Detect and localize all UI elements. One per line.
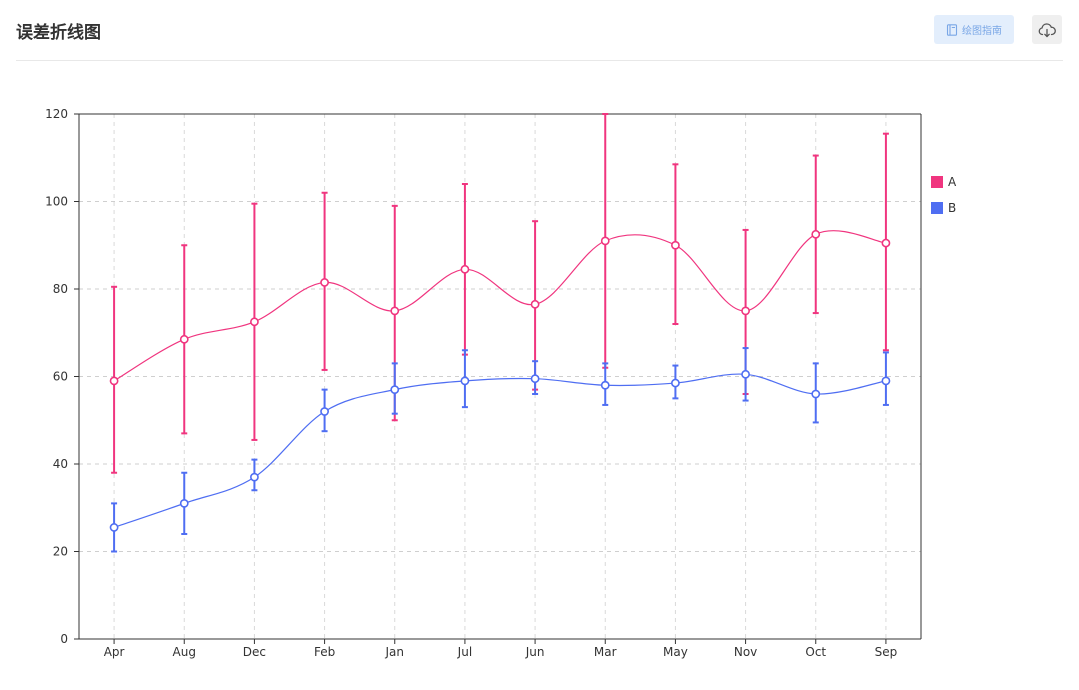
book-icon [946, 23, 958, 36]
x-tick-label: Feb [314, 645, 335, 659]
series-b-point [671, 378, 680, 388]
series-b-point [320, 407, 329, 416]
series-a-line [113, 230, 887, 382]
x-tick-label: Sep [875, 645, 898, 659]
legend-swatch-a [931, 176, 943, 188]
x-tick-label: Aug [173, 645, 196, 659]
series-b-point [460, 376, 470, 386]
series-a-point [811, 229, 821, 239]
series-a-point [741, 306, 750, 316]
series-a-point [460, 264, 470, 274]
header: 误差折线图 绘图指南 [16, 0, 1063, 61]
series-b-point [390, 385, 400, 395]
y-tick-label: 20 [53, 545, 68, 559]
series-b-point [881, 376, 891, 386]
page-title: 误差折线图 [16, 23, 101, 43]
x-tick-label: Mar [594, 645, 617, 659]
legend-label-b: B [948, 201, 956, 215]
x-tick-label: Jan [385, 645, 405, 659]
series-a-point [320, 278, 329, 287]
series-b-point [179, 498, 189, 508]
cloud-download-icon [1038, 22, 1056, 37]
x-tick-label: Oct [805, 645, 826, 659]
series-a-point [390, 306, 400, 316]
series-a-point [881, 238, 891, 248]
series-a-point [530, 299, 540, 309]
series-a-point [600, 236, 610, 246]
guide-button[interactable]: 绘图指南 [934, 15, 1014, 44]
y-tick-label: 60 [53, 370, 68, 384]
series-b-point [600, 380, 610, 390]
series-a-point [179, 334, 189, 344]
series-a-point [109, 376, 119, 386]
series-a-point [250, 317, 259, 327]
y-tick-label: 40 [53, 457, 68, 471]
x-tick-label: Nov [734, 645, 757, 659]
series-b-point [250, 472, 259, 482]
y-tick-label: 80 [53, 282, 68, 296]
x-tick-label: Apr [104, 645, 125, 659]
x-tick-label: Jun [525, 645, 545, 659]
series-a-point [671, 240, 680, 250]
series-b-line [113, 373, 887, 529]
x-tick-label: Dec [243, 645, 266, 659]
y-tick-label: 100 [45, 195, 68, 209]
x-tick-label: May [663, 645, 688, 659]
series-b-point [741, 369, 750, 379]
series-b-point [530, 374, 540, 384]
series-b-point [811, 389, 821, 399]
guide-button-label: 绘图指南 [962, 26, 1002, 37]
x-tick-label: Jul [457, 645, 472, 659]
legend-label-a: A [948, 175, 957, 189]
y-tick-label: 0 [60, 632, 68, 646]
download-button[interactable] [1032, 15, 1062, 44]
legend-swatch-b [931, 202, 943, 214]
series-b-point [109, 523, 119, 532]
y-tick-label: 120 [45, 107, 68, 121]
